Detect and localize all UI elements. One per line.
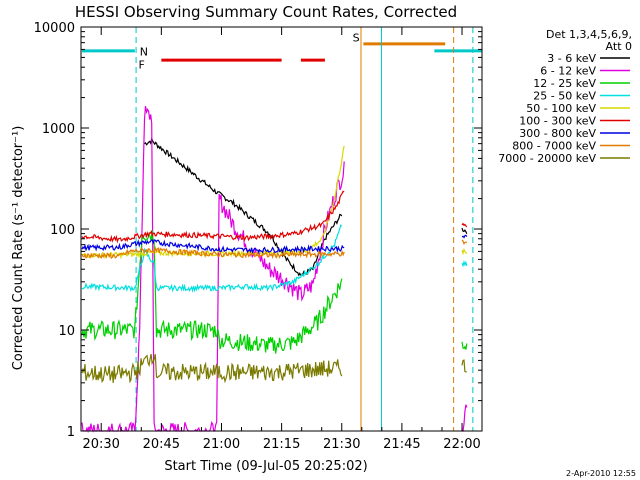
legend-entry-label: 12 - 25 keV bbox=[533, 77, 596, 90]
series-line-2 bbox=[461, 341, 468, 350]
legend-entry-label: 25 - 50 keV bbox=[533, 90, 596, 103]
y-tick-label: 1000 bbox=[42, 122, 75, 137]
flag-f-label: F bbox=[138, 58, 144, 71]
y-tick-label: 1 bbox=[67, 425, 75, 440]
x-tick-label: 21:30 bbox=[323, 437, 360, 452]
y-tick-label: 100 bbox=[50, 223, 75, 238]
series-line-0 bbox=[461, 227, 468, 234]
series-line-3 bbox=[461, 259, 468, 268]
legend-entry-label: 100 - 300 keV bbox=[519, 115, 596, 128]
plot-frame bbox=[80, 26, 483, 432]
legend-entry-label: 800 - 7000 keV bbox=[512, 140, 596, 153]
legend-entry-label: 300 - 800 keV bbox=[519, 127, 596, 140]
series-line-5 bbox=[81, 190, 345, 244]
series-line-3 bbox=[81, 224, 343, 293]
series-line-2 bbox=[81, 230, 343, 354]
y-tick-label: 10 bbox=[58, 324, 75, 339]
x-tick-label: 20:30 bbox=[82, 437, 119, 452]
x-axis-label: Start Time (09-Jul-05 20:25:02) bbox=[164, 459, 367, 474]
observing-flag-lines: NF S bbox=[81, 27, 482, 431]
axes: 1 10 100 1000 10000 20:30 20:45 21:00 21:15 21:30… bbox=[34, 21, 483, 452]
legend-header: Det 1,3,4,5,6,9, bbox=[546, 28, 632, 41]
legend-entry-label: 6 - 12 keV bbox=[540, 65, 596, 78]
y-axis-label: Corrected Count Rate (s⁻¹ detector⁻¹) bbox=[11, 126, 26, 371]
flag-s-label: S bbox=[353, 31, 360, 44]
x-tick-label: 21:45 bbox=[383, 437, 420, 452]
series-line-6 bbox=[461, 234, 468, 239]
y-tick-label: 10000 bbox=[34, 21, 75, 36]
series-line-8 bbox=[81, 353, 343, 384]
legend-header: Att 0 bbox=[606, 40, 632, 53]
series-line-6 bbox=[81, 239, 345, 255]
chart-title: HESSI Observing Summary Count Rates, Cor… bbox=[75, 3, 457, 21]
x-tick-label: 21:00 bbox=[203, 437, 240, 452]
x-tick-label: 21:15 bbox=[263, 437, 300, 452]
legend-entry-label: 3 - 6 keV bbox=[547, 52, 596, 65]
series-line-1 bbox=[462, 404, 468, 432]
series-line-8 bbox=[461, 359, 467, 373]
series-line-5 bbox=[461, 222, 468, 228]
flag-n-label: N bbox=[140, 46, 148, 59]
timestamp: 2-Apr-2010 12:55 bbox=[566, 469, 636, 478]
series-line-4 bbox=[461, 247, 468, 256]
legend-entry-label: 50 - 100 keV bbox=[526, 102, 596, 115]
x-tick-label: 20:45 bbox=[143, 437, 180, 452]
series-line-1 bbox=[81, 105, 345, 434]
series-line-7 bbox=[461, 239, 468, 245]
series-lines bbox=[81, 105, 468, 434]
legend-entry-label: 7000 - 20000 keV bbox=[498, 152, 596, 165]
series-line-7 bbox=[81, 245, 345, 260]
x-tick-label: 22:00 bbox=[443, 437, 480, 452]
